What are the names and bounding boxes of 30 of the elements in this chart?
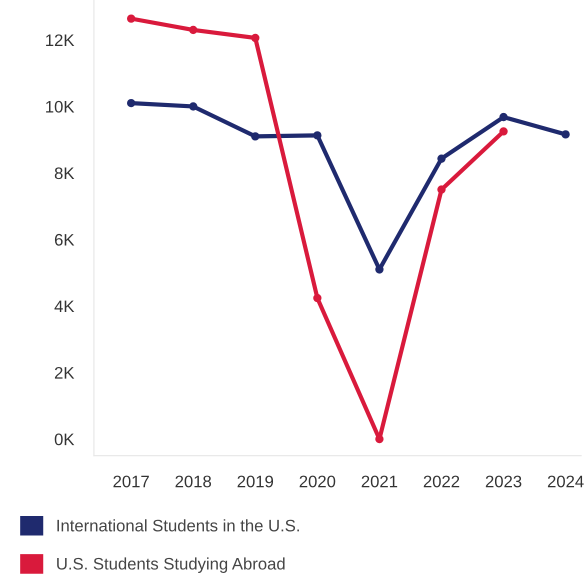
y-tick-label: 6K [54, 234, 74, 246]
point [189, 102, 198, 111]
point [499, 112, 508, 122]
x-tick-label: 2018 [176, 476, 212, 488]
x-tick-label: 2017 [113, 476, 149, 488]
y-tick-label: 8K [54, 167, 74, 180]
point [189, 26, 198, 34]
x-tick-label: 2022 [424, 476, 460, 488]
point [126, 98, 136, 108]
point [313, 131, 322, 140]
x-tick-label: 2019 [238, 476, 274, 488]
point [126, 14, 136, 23]
point [437, 154, 446, 163]
legend-label: International Students in the U.S. [57, 519, 299, 532]
y-tick-label: 12K [46, 34, 74, 46]
point [499, 127, 508, 136]
x-tick-label: 2021 [362, 476, 398, 488]
point [251, 132, 260, 141]
point [313, 294, 322, 302]
y-tick-label: 0K [54, 433, 74, 446]
y-tick-label: 4K [54, 300, 74, 312]
point [561, 130, 570, 139]
y-tick-label: 10K [46, 100, 74, 113]
point [437, 185, 446, 194]
x-tick-label: 2024 [548, 476, 584, 488]
y-tick-label: 2K [54, 366, 74, 379]
legend-label: U.S. Students Studying Abroad [57, 557, 285, 573]
x-tick-label: 2020 [300, 476, 336, 488]
point [251, 34, 260, 42]
x-tick-label: 2023 [486, 476, 522, 488]
